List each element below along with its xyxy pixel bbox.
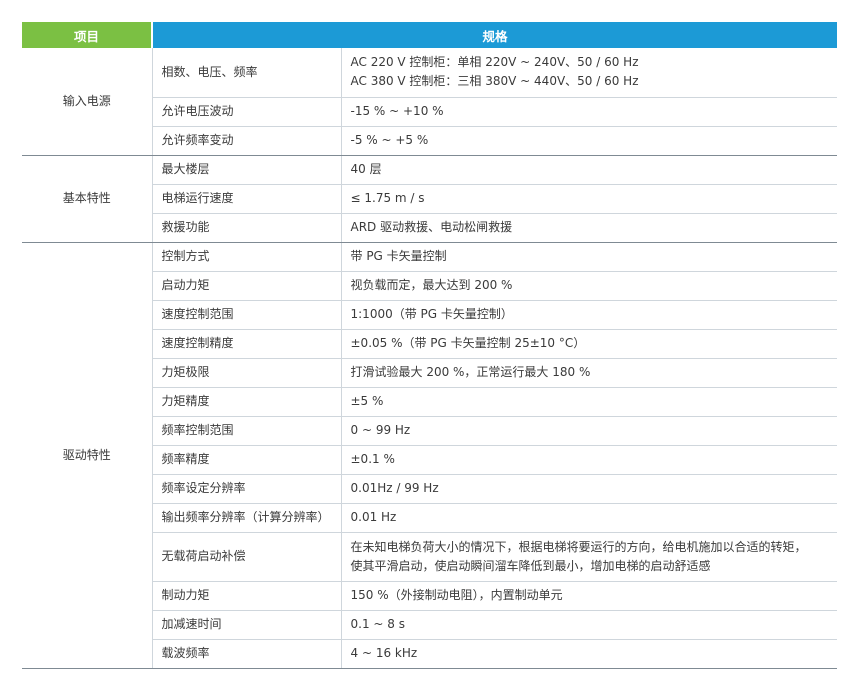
spec-value-line: 带 PG 卡矢量控制 xyxy=(350,249,447,263)
table-row: 制动力矩 150 %（外接制动电阻），内置制动单元 xyxy=(22,581,838,611)
spec-value: ±0.05 %（带 PG 卡矢量控制 25±10 °C） xyxy=(341,329,838,359)
param-label: 启动力矩 xyxy=(152,271,342,301)
table-row: 救援功能 ARD 驱动救援、电动松闸救援 xyxy=(22,213,838,243)
spec-value-line: 0.01Hz / 99 Hz xyxy=(350,481,439,495)
table-row: 速度控制精度 ±0.05 %（带 PG 卡矢量控制 25±10 °C） xyxy=(22,329,838,359)
table-row: 力矩极限 打滑试验最大 200 %，正常运行最大 180 % xyxy=(22,358,838,388)
spec-value: 打滑试验最大 200 %，正常运行最大 180 % xyxy=(341,358,838,388)
spec-value-line: AC 380 V 控制柜：三相 380V ~ 440V、50 / 60 Hz xyxy=(350,74,639,89)
param-label: 最大楼层 xyxy=(152,155,342,185)
spec-value-line: 150 %（外接制动电阻），内置制动单元 xyxy=(350,588,563,602)
spec-value: 150 %（外接制动电阻），内置制动单元 xyxy=(341,581,838,611)
spec-value-line: ±0.05 %（带 PG 卡矢量控制 25±10 °C） xyxy=(350,336,586,350)
param-label: 制动力矩 xyxy=(152,581,342,611)
table-row: 允许电压波动 -15 % ~ +10 % xyxy=(22,97,838,127)
table-row: 载波频率 4 ~ 16 kHz xyxy=(22,639,838,669)
group-label: 驱动特性 xyxy=(22,242,153,669)
param-label: 控制方式 xyxy=(152,242,342,272)
spec-value-line: 0.1 ~ 8 s xyxy=(350,617,405,631)
param-label: 速度控制范围 xyxy=(152,300,342,330)
spec-value: 在未知电梯负荷大小的情况下，根据电梯将要运行的方向，给电机施加以合适的转矩， 使其… xyxy=(341,532,838,582)
spec-value: 视负载而定，最大达到 200 % xyxy=(341,271,838,301)
spec-value-line: 4 ~ 16 kHz xyxy=(350,646,418,660)
spec-value-line: -15 % ~ +10 % xyxy=(350,104,444,118)
param-label: 力矩极限 xyxy=(152,358,342,388)
spec-value-line: AC 220 V 控制柜：单相 220V ~ 240V、50 / 60 Hz xyxy=(350,55,639,70)
table-row: 启动力矩 视负载而定，最大达到 200 % xyxy=(22,271,838,301)
spec-value: 40 层 xyxy=(341,155,838,185)
spec-value: 4 ~ 16 kHz xyxy=(341,639,838,669)
spec-value: 0.01Hz / 99 Hz xyxy=(341,474,838,504)
table-row: 加减速时间 0.1 ~ 8 s xyxy=(22,610,838,640)
spec-value: ±0.1 % xyxy=(341,445,838,475)
param-label: 输出频率分辨率（计算分辨率） xyxy=(152,503,342,533)
param-label: 频率设定分辨率 xyxy=(152,474,342,504)
table-row: 输出频率分辨率（计算分辨率） 0.01 Hz xyxy=(22,503,838,533)
param-label: 相数、电压、频率 xyxy=(152,48,342,98)
spec-value-line: ±0.1 % xyxy=(350,452,395,466)
spec-value-line: 0 ~ 99 Hz xyxy=(350,423,411,437)
table-header: 项目 规格 xyxy=(22,22,838,48)
group-label: 基本特性 xyxy=(22,155,153,243)
spec-value-line: 40 层 xyxy=(350,162,382,176)
param-label: 频率精度 xyxy=(152,445,342,475)
header-spec: 规格 xyxy=(152,22,838,48)
spec-value: ±5 % xyxy=(341,387,838,417)
table-row: 频率设定分辨率 0.01Hz / 99 Hz xyxy=(22,474,838,504)
table-row: 频率控制范围 0 ~ 99 Hz xyxy=(22,416,838,446)
spec-value: 带 PG 卡矢量控制 xyxy=(341,242,838,272)
spec-value: ≤ 1.75 m / s xyxy=(341,184,838,214)
table-row: 频率精度 ±0.1 % xyxy=(22,445,838,475)
table-row: 速度控制范围 1:1000（带 PG 卡矢量控制） xyxy=(22,300,838,330)
table-row: 力矩精度 ±5 % xyxy=(22,387,838,417)
table-row: 基本特性 最大楼层 40 层 xyxy=(22,155,838,243)
param-label: 救援功能 xyxy=(152,213,342,243)
spec-value: ARD 驱动救援、电动松闸救援 xyxy=(341,213,838,243)
spec-value-line: 在未知电梯负荷大小的情况下，根据电梯将要运行的方向，给电机施加以合适的转矩， xyxy=(350,539,807,554)
spec-value: -15 % ~ +10 % xyxy=(341,97,838,127)
param-label: 力矩精度 xyxy=(152,387,342,417)
spec-value: -5 % ~ +5 % xyxy=(341,126,838,156)
spec-table: 项目 规格 输入电源 相数、电压、频率 AC 220 V 控制柜：单相 220V ~… xyxy=(22,22,838,669)
spec-value-line: 1:1000（带 PG 卡矢量控制） xyxy=(350,307,513,321)
spec-value-line: 0.01 Hz xyxy=(350,510,397,524)
param-label: 频率控制范围 xyxy=(152,416,342,446)
table-row: 驱动特性 控制方式带 PG 卡矢量控制 xyxy=(22,242,838,669)
table-row: 无载荷启动补偿 在未知电梯负荷大小的情况下，根据电梯将要运行的方向，给电机施加以合… xyxy=(22,532,838,582)
spec-value-line: 使其平滑启动，使启动瞬间溜车降低到最小，增加电梯的启动舒适感 xyxy=(350,558,711,573)
table-row: 电梯运行速度 ≤ 1.75 m / s xyxy=(22,184,838,214)
param-label: 无载荷启动补偿 xyxy=(152,532,342,582)
table-body: 输入电源 相数、电压、频率 AC 220 V 控制柜：单相 220V ~ 240V、… xyxy=(22,48,838,669)
spec-value: 0 ~ 99 Hz xyxy=(341,416,838,446)
spec-value-line: ≤ 1.75 m / s xyxy=(350,191,425,205)
spec-value-line: ±5 % xyxy=(350,394,384,408)
header-item: 项目 xyxy=(22,22,153,48)
table-row: 允许频率变动 -5 % ~ +5 % xyxy=(22,126,838,156)
param-label: 电梯运行速度 xyxy=(152,184,342,214)
spec-value-line: 视负载而定，最大达到 200 % xyxy=(350,278,513,292)
param-label: 速度控制精度 xyxy=(152,329,342,359)
spec-value-line: -5 % ~ +5 % xyxy=(350,133,429,147)
param-label: 允许电压波动 xyxy=(152,97,342,127)
spec-value-line: ARD 驱动救援、电动松闸救援 xyxy=(350,220,513,234)
param-label: 允许频率变动 xyxy=(152,126,342,156)
param-label: 加减速时间 xyxy=(152,610,342,640)
param-label: 载波频率 xyxy=(152,639,342,669)
spec-value-line: 打滑试验最大 200 %，正常运行最大 180 % xyxy=(350,365,591,379)
spec-value: 1:1000（带 PG 卡矢量控制） xyxy=(341,300,838,330)
spec-value: AC 220 V 控制柜：单相 220V ~ 240V、50 / 60 Hz AC… xyxy=(341,48,838,98)
group-label: 输入电源 xyxy=(22,48,153,156)
spec-value: 0.1 ~ 8 s xyxy=(341,610,838,640)
spec-value: 0.01 Hz xyxy=(341,503,838,533)
table-row: 输入电源 相数、电压、频率 AC 220 V 控制柜：单相 220V ~ 240V、… xyxy=(22,48,838,156)
